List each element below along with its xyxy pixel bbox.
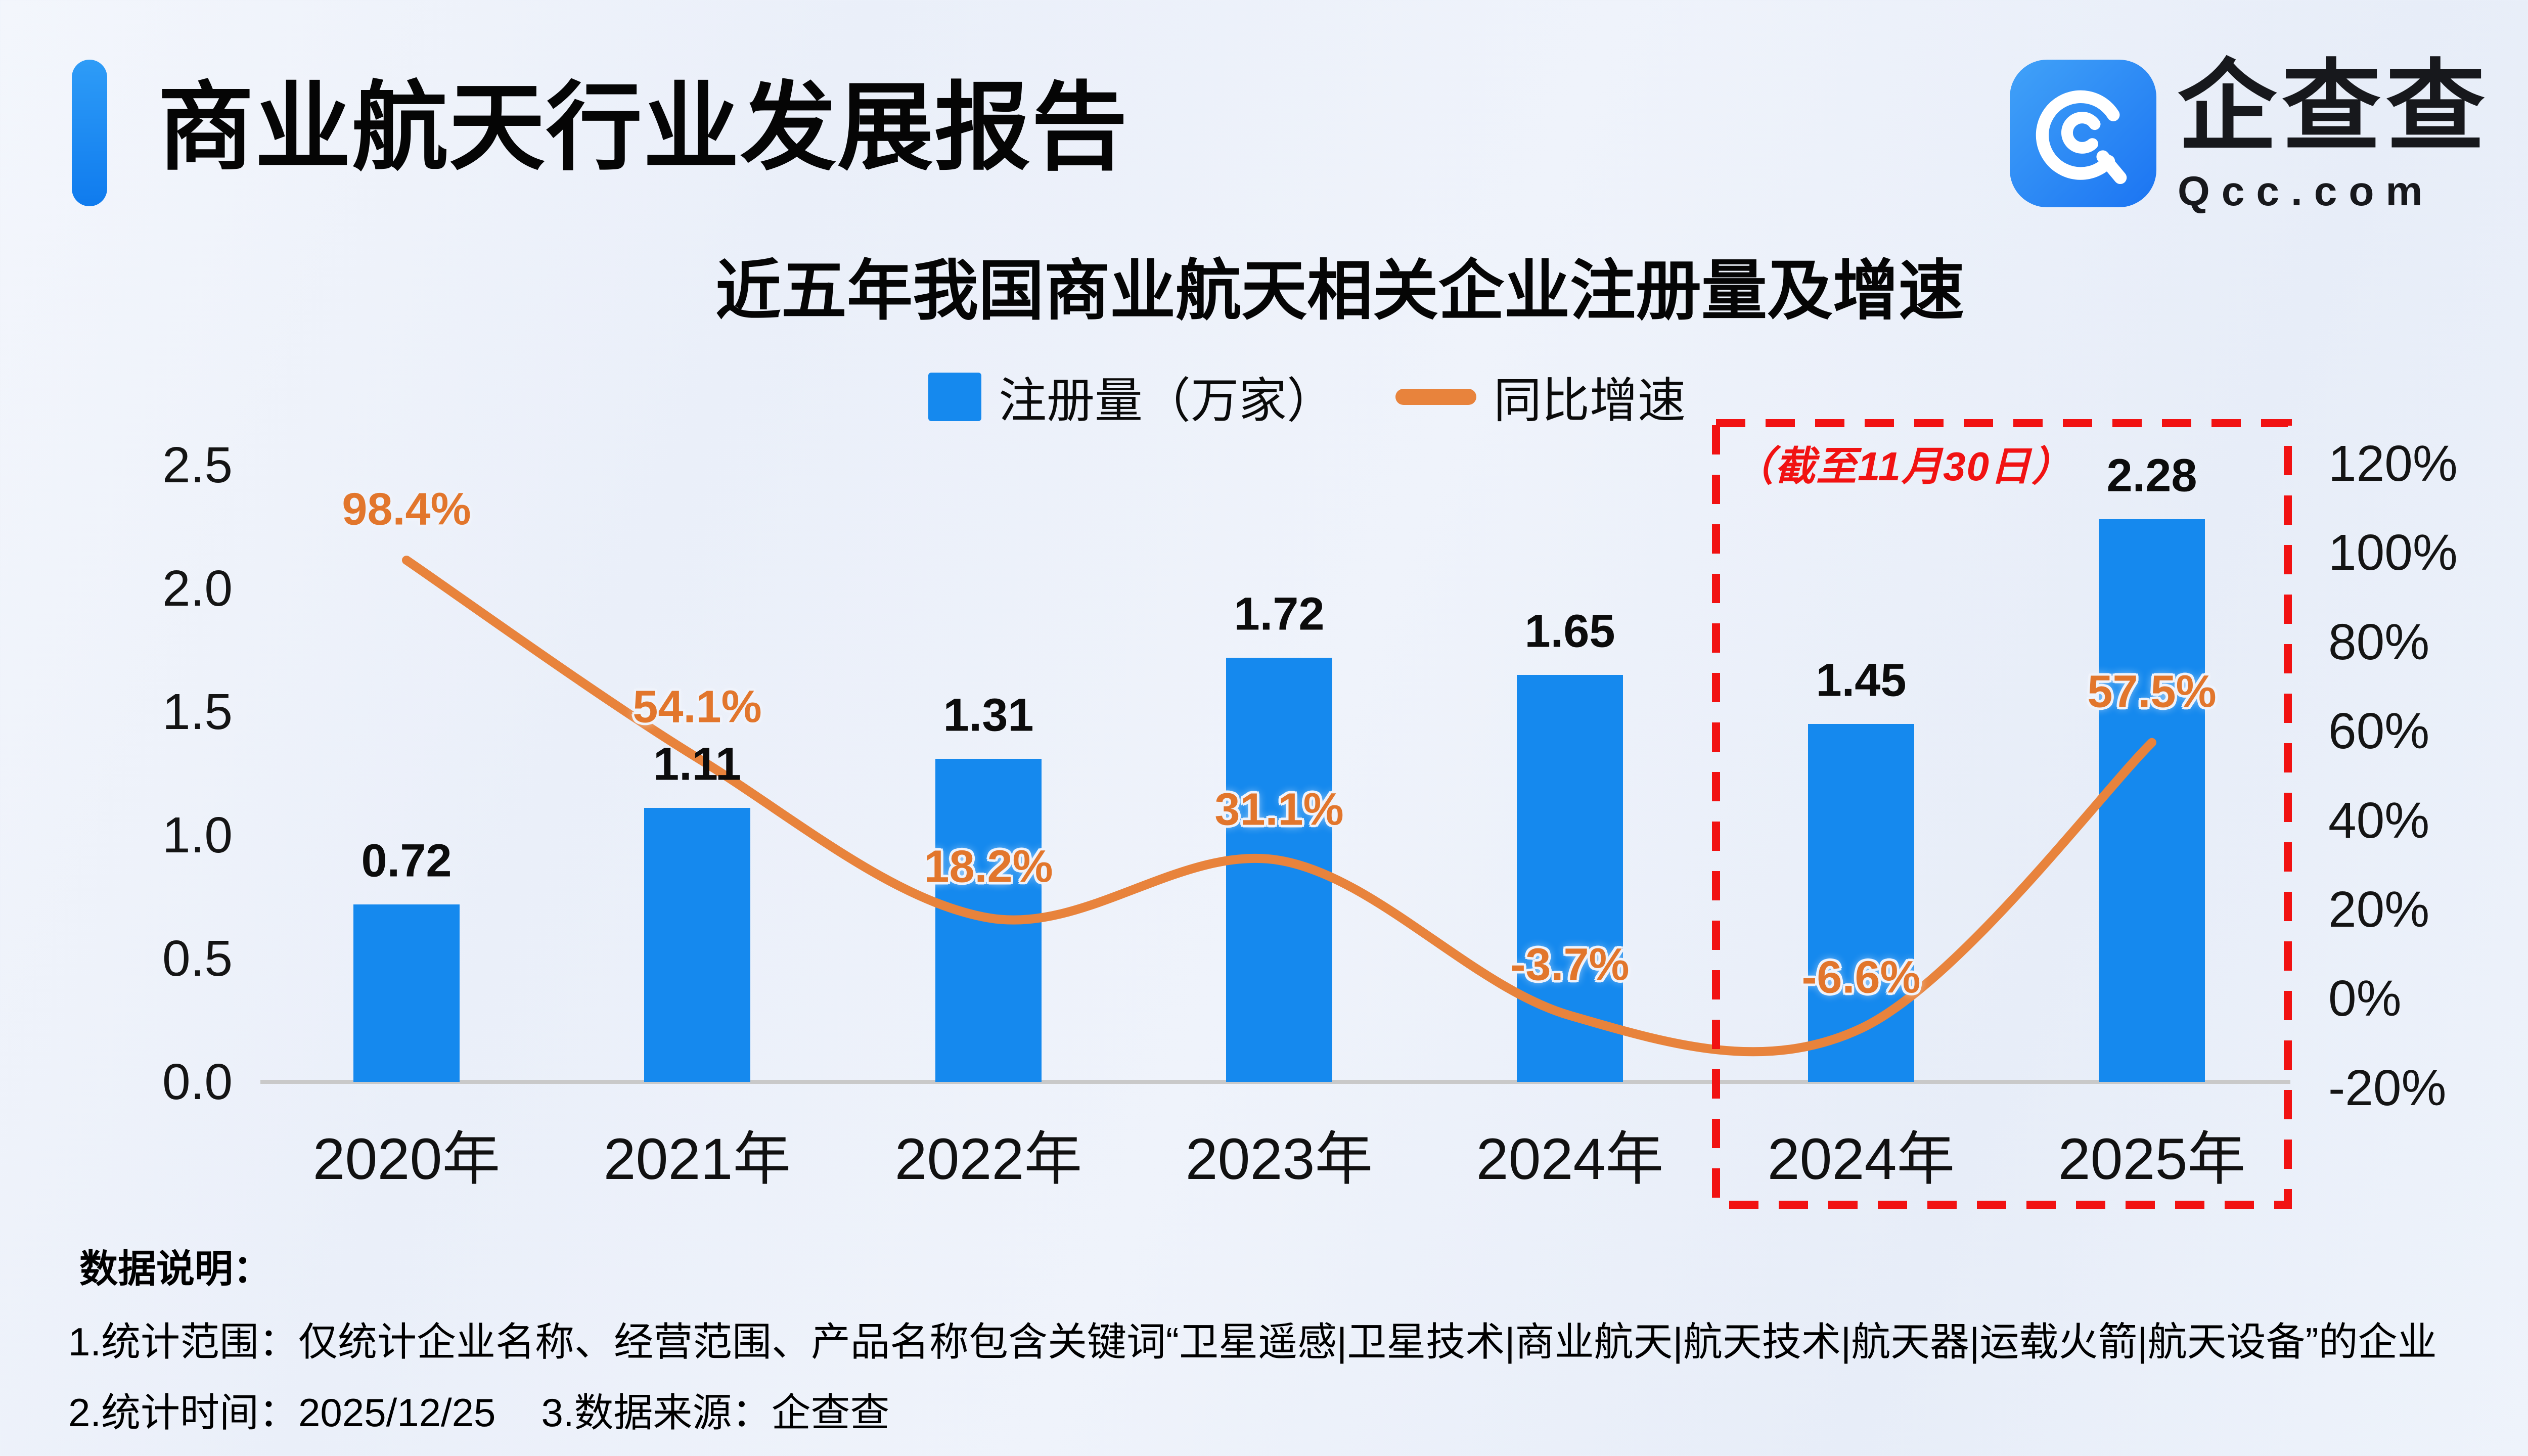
footer-note-source: 3.数据来源：企查查	[541, 1390, 890, 1435]
bar-value-5: 1.45	[1816, 654, 1907, 706]
x-label-2025年-6: 2025年	[2058, 1127, 2246, 1192]
chart-legend: 注册量（万家） 同比增速	[928, 362, 1686, 431]
growth-label-1: 54.1%	[633, 681, 762, 733]
qcc-logo-cn: 企查查	[2178, 52, 2491, 162]
footer-note-row: 2.统计时间：2025/12/25 3.数据来源：企查查	[68, 1381, 890, 1438]
bar-value-2: 1.31	[943, 689, 1034, 741]
right-axis-tick-40%: 40%	[2328, 792, 2430, 849]
right-axis-tick-80%: 80%	[2328, 613, 2430, 670]
bar-2020年-0	[353, 904, 460, 1082]
legend-bar-label: 注册量（万家）	[998, 374, 1335, 428]
footer-heading: 数据说明：	[79, 1248, 272, 1291]
x-label-2023年-3: 2023年	[1185, 1127, 1373, 1192]
right-axis-tick-120%: 120%	[2328, 435, 2458, 492]
bar-value-0: 0.72	[361, 835, 452, 887]
bar-value-4: 1.65	[1524, 605, 1615, 657]
qcc-logo-icon	[2010, 60, 2156, 207]
growth-label-2: 18.2%	[924, 841, 1053, 892]
right-axis-tick-100%: 100%	[2328, 524, 2458, 581]
left-axis-tick-2.0: 2.0	[162, 560, 233, 617]
growth-line-series	[402, 556, 2156, 1057]
bar-2024年-5	[1808, 724, 1914, 1082]
footer-note-scope: 1.统计范围：仅统计企业名称、经营范围、产品名称包含关键词“卫星遥感|卫星技术|…	[68, 1320, 2437, 1364]
bar-2021年-1	[644, 808, 750, 1082]
growth-label-5: -6.6%	[1801, 952, 1921, 1003]
growth-label-6: 57.5%	[2087, 666, 2217, 717]
left-axis-tick-0.5: 0.5	[162, 930, 233, 987]
growth-label-0: 98.4%	[342, 484, 471, 535]
left-axis-tick-0.0: 0.0	[162, 1054, 233, 1110]
footer-note-time: 2.统计时间：2025/12/25	[68, 1390, 496, 1435]
legend-bar-swatch	[928, 372, 981, 421]
x-label-2021年-1: 2021年	[603, 1127, 791, 1192]
left-axis-tick-2.5: 2.5	[162, 437, 233, 493]
bar-value-1: 1.11	[653, 738, 741, 790]
left-axis-tick-1.5: 1.5	[162, 684, 233, 740]
x-label-2024年-4: 2024年	[1476, 1127, 1664, 1192]
bar-2025年-6	[2099, 519, 2205, 1082]
annotation-dashed-box	[1712, 419, 2292, 1209]
qcc-logo-en: Qcc.com	[2178, 168, 2434, 214]
qcc-q-glyph	[2036, 90, 2127, 185]
bar-value-3: 1.72	[1234, 588, 1325, 640]
right-axis-tick-60%: 60%	[2328, 703, 2430, 760]
chart-title: 近五年我国商业航天相关企业注册量及增速	[715, 254, 1964, 328]
growth-label-3: 31.1%	[1214, 784, 1344, 835]
growth-label-4: -3.7%	[1510, 939, 1630, 990]
qcc-logo-text: 企查查 Qcc.com	[2178, 52, 2491, 214]
x-label-2020年-0: 2020年	[312, 1127, 501, 1192]
qcc-logo: 企查查 Qcc.com	[2010, 52, 2491, 214]
title-accent-bar	[72, 60, 107, 206]
page-title: 商业航天行业发展报告	[158, 74, 1129, 181]
x-label-2024年-5: 2024年	[1767, 1127, 1955, 1192]
legend-line-swatch	[1395, 388, 1476, 405]
right-axis-tick-20%: 20%	[2328, 881, 2430, 938]
x-label-2022年-2: 2022年	[894, 1127, 1082, 1192]
legend-line-label: 同比增速	[1494, 374, 1686, 428]
bar-value-6: 2.28	[2106, 449, 2197, 502]
x-axis-line	[260, 1080, 2290, 1084]
annotation-label: （截至11月30日）	[1733, 444, 2073, 489]
left-axis-tick-1.0: 1.0	[162, 807, 233, 863]
right-axis-tick-0%: 0%	[2328, 970, 2402, 1027]
right-axis-tick--20%: -20%	[2328, 1059, 2447, 1116]
